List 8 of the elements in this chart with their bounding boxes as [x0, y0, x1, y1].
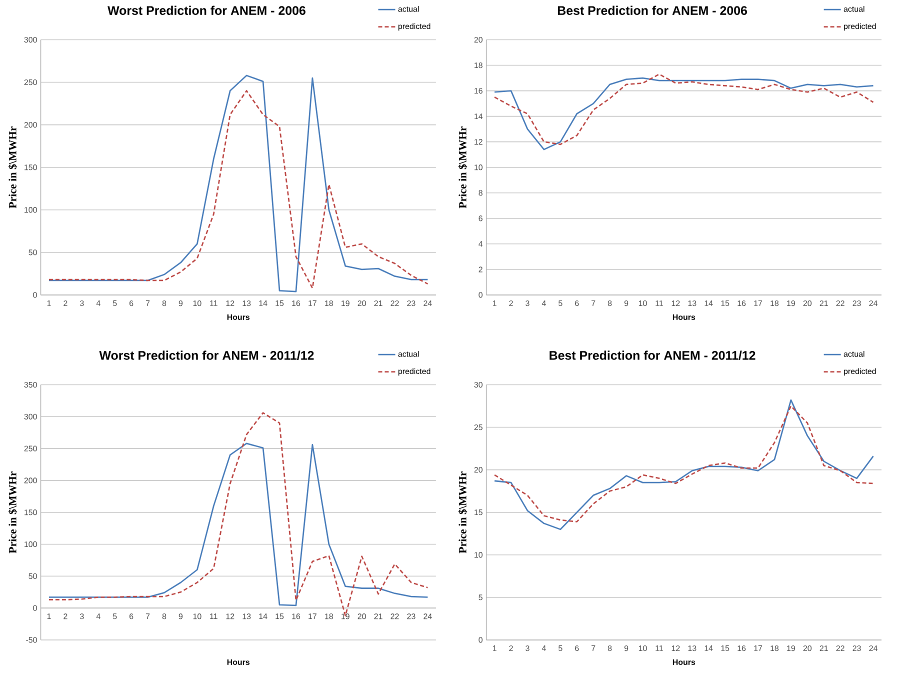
- chart-title: Worst Prediction for ANEM - 2011/12: [99, 350, 314, 360]
- chart-title: Best Prediction for ANEM - 2011/12: [550, 350, 756, 360]
- y-axis-title: Price in $\MWHr: [8, 471, 18, 554]
- chart-title: Worst Prediction for ANEM - 2006: [108, 6, 306, 15]
- y-axis-title: Price in $\MWHr: [458, 471, 468, 554]
- y-axis-title: Price in $\MWHr: [8, 126, 18, 208]
- chart-title: Best Prediction for ANEM - 2006: [558, 6, 747, 15]
- y-axis-title: Price in $\MWHr: [458, 126, 468, 208]
